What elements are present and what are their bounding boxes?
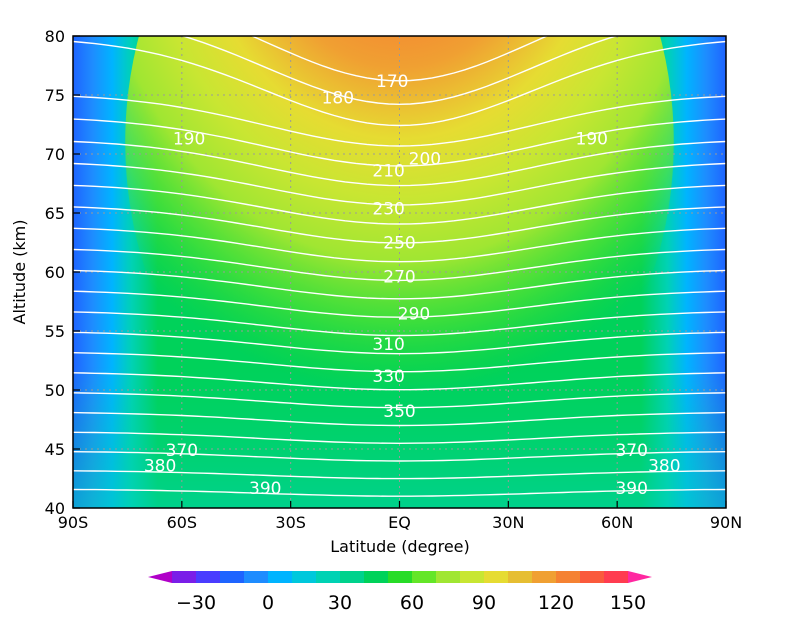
x-tick-label: 90N (710, 513, 742, 532)
colorbar-tick-label: 60 (400, 592, 424, 614)
contour-label: 310 (372, 335, 404, 355)
contour-line-320 (73, 352, 726, 373)
x-tick-label: 60S (167, 513, 198, 532)
contour-line-390 (73, 488, 726, 497)
colorbar-swatch (412, 571, 437, 583)
colorbar-tick-label: 90 (472, 592, 496, 614)
x-tick-label: 30N (492, 513, 524, 532)
contour-line-210 (73, 118, 726, 167)
colorbar-swatch (604, 571, 629, 583)
colorbar-tick-label: −30 (176, 592, 216, 614)
x-tick-label: 60N (601, 513, 633, 532)
x-axis-ticks: 90S 60S 30S EQ 30N 60N 90N (58, 501, 742, 532)
y-tick-label: 45 (45, 440, 65, 459)
x-tick-label: 90S (58, 513, 89, 532)
colorbar-swatch (196, 571, 221, 583)
colorbar-tick-label: 150 (610, 592, 646, 614)
contour-line-350 (73, 411, 726, 427)
colorbar-swatch (340, 571, 365, 583)
colorbar-swatch (316, 571, 341, 583)
contour-line-220 (73, 140, 726, 187)
contour-label: 380 (648, 457, 680, 477)
contour-label: 270 (383, 268, 415, 288)
contour-line-170 (250, 36, 549, 82)
contour-line-300 (73, 311, 726, 337)
contour-label: 290 (398, 304, 430, 324)
contour-label: 190 (173, 130, 205, 150)
contour-line-360 (73, 431, 726, 445)
y-tick-label: 65 (45, 204, 65, 223)
y-tick-label: 55 (45, 322, 65, 341)
contour-line-370 (73, 451, 726, 462)
contour-label: 330 (372, 367, 404, 387)
y-axis-title: Altitude (km) (10, 220, 29, 325)
colorbar-swatch (508, 571, 533, 583)
contour-label: 390 (615, 479, 647, 499)
colorbar-swatch (484, 571, 509, 583)
contour-line-380 (73, 470, 726, 480)
contour-line-270 (73, 248, 726, 282)
contour-label: 250 (383, 234, 415, 254)
contour-lines (73, 36, 726, 497)
contour-line-180 (180, 36, 619, 106)
contour-line-310 (73, 331, 726, 355)
contour-line-190 (73, 40, 726, 127)
contour-line-290 (73, 290, 726, 318)
colorbar-overflow-triangle (628, 571, 652, 583)
colorbar-tick-label: 120 (538, 592, 574, 614)
contour-line-340 (73, 392, 726, 409)
colorbar-swatch (172, 571, 197, 583)
contour-line-240 (73, 184, 726, 225)
y-tick-label: 75 (45, 86, 65, 105)
colorbar-swatch (244, 571, 269, 583)
contour-label: 210 (372, 162, 404, 182)
colorbar-underflow-triangle (148, 571, 172, 583)
colorbar-swatch (292, 571, 317, 583)
colorbar-swatch (556, 571, 581, 583)
colorbar-swatch (364, 571, 389, 583)
contour-label: 200 (409, 150, 441, 170)
y-tick-label: 40 (45, 499, 65, 518)
contour-label: 230 (372, 199, 404, 219)
contour-label: 170 (376, 72, 408, 92)
y-tick-label: 60 (45, 263, 65, 282)
y-tick-label: 80 (45, 27, 65, 46)
contour-label: 390 (249, 479, 281, 499)
colorbar-tick-label: 0 (262, 592, 274, 614)
contour-line-250 (73, 206, 726, 244)
contour-label: 370 (166, 441, 198, 461)
contour-line-230 (73, 162, 726, 206)
y-axis-ticks: 40 45 50 55 60 65 70 75 80 (45, 27, 80, 518)
colorbar-tick-label: 30 (328, 592, 352, 614)
contour-label: 380 (144, 457, 176, 477)
colorbar-swatch (580, 571, 605, 583)
gridlines (73, 36, 726, 508)
colorbar-swatch (532, 571, 557, 583)
contour-line-330 (73, 372, 726, 391)
y-tick-label: 70 (45, 145, 65, 164)
colorbar-swatch (388, 571, 413, 583)
x-tick-label: 30S (275, 513, 306, 532)
x-axis-title: Latitude (degree) (330, 537, 470, 556)
contour-label: 370 (615, 441, 647, 461)
y-tick-label: 50 (45, 381, 65, 400)
contour-line-200 (73, 95, 726, 147)
contour-label: 190 (576, 130, 608, 150)
contour-line-260 (73, 227, 726, 263)
contour-label: 350 (383, 402, 415, 422)
colorbar-swatch (268, 571, 293, 583)
colorbar: −30 0 30 60 90 120 150 (148, 571, 652, 614)
x-tick-label: EQ (388, 513, 411, 532)
colorbar-swatch (220, 571, 245, 583)
contour-label: 180 (322, 88, 354, 108)
colorbar-swatch (460, 571, 485, 583)
colorbar-swatch (436, 571, 461, 583)
contour-line-280 (73, 269, 726, 300)
